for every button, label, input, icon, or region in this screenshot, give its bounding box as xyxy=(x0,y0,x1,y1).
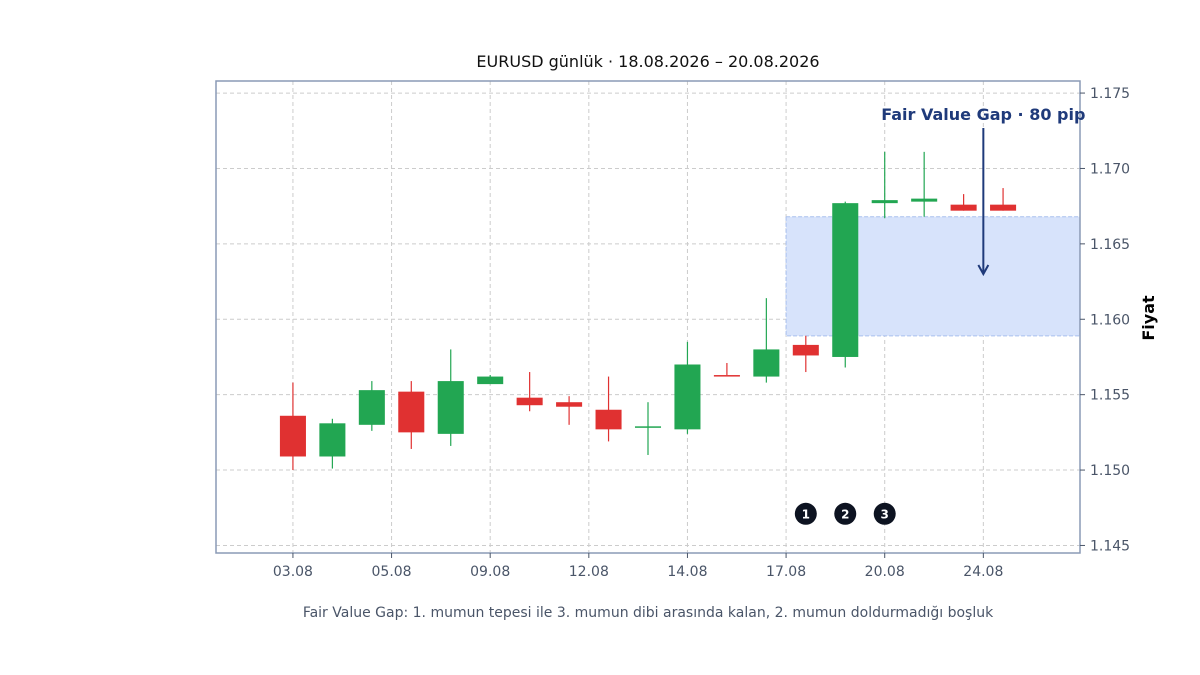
x-tick-label: 17.08 xyxy=(766,564,806,580)
candle-body-down xyxy=(713,375,740,377)
chart-title: EURUSD günlük · 18.08.2026 – 20.08.2026 xyxy=(476,52,819,71)
candle-body-down xyxy=(516,397,543,406)
candle-body-up xyxy=(358,390,385,425)
candle-body-down xyxy=(595,409,622,430)
markers-layer: 1 2 3 xyxy=(794,502,896,525)
annotation-layer: Fair Value Gap · 80 pip xyxy=(881,105,1085,277)
y-tick-label: 1.170 xyxy=(1090,161,1130,177)
annotation-text: Fair Value Gap · 80 pip xyxy=(881,105,1085,124)
candle-body-down xyxy=(950,204,977,211)
y-tick-label: 1.165 xyxy=(1090,237,1130,253)
tick-labels: 1.145 1.150 1.155 1.160 1.165 1.170 1.175 03.08… xyxy=(273,86,1130,580)
candle-body-down xyxy=(792,344,819,356)
candle-body-up xyxy=(911,198,938,202)
candle-body-up xyxy=(437,381,464,434)
candle-body-down xyxy=(398,391,425,433)
fvg-zone-layer xyxy=(785,216,1081,337)
candle-marker xyxy=(873,502,896,525)
x-tick-label: 12.08 xyxy=(569,564,609,580)
candle-body-up xyxy=(832,203,859,357)
y-axis-label: Fiyat xyxy=(1139,295,1158,341)
x-tick-label: 09.08 xyxy=(470,564,510,580)
candle-body-down xyxy=(556,402,583,407)
x-tick-label: 24.08 xyxy=(963,564,1003,580)
candle-body-up xyxy=(753,349,780,377)
candle-body-up xyxy=(319,423,346,457)
y-tick-label: 1.175 xyxy=(1090,86,1130,102)
candle-body-down xyxy=(279,415,306,457)
candle-marker xyxy=(834,502,857,525)
candle-body-up xyxy=(674,364,701,430)
y-tick-label: 1.145 xyxy=(1090,538,1130,554)
y-tick-label: 1.150 xyxy=(1090,463,1130,479)
x-tick-label: 05.08 xyxy=(372,564,412,580)
candle-marker xyxy=(794,502,817,525)
annotation-arrow-head xyxy=(977,264,990,277)
candle-marker-label: 2 xyxy=(841,507,849,521)
candle-body-up xyxy=(477,376,504,385)
x-tick-label: 20.08 xyxy=(865,564,905,580)
x-tick-label: 03.08 xyxy=(273,564,313,580)
y-tick-label: 1.155 xyxy=(1090,388,1130,404)
fvg-zone xyxy=(785,216,1081,337)
y-tick-label: 1.160 xyxy=(1090,312,1130,328)
chart-caption: Fair Value Gap: 1. mumun tepesi ile 3. m… xyxy=(303,605,994,621)
plot-frame xyxy=(215,80,1081,554)
candles-layer xyxy=(279,151,1017,471)
candle-body-up xyxy=(871,200,898,204)
x-tick-label: 14.08 xyxy=(667,564,707,580)
candle-body-down xyxy=(990,204,1017,211)
candle-body-up xyxy=(634,426,662,428)
candle-marker-label: 3 xyxy=(881,507,889,521)
candle-marker-label: 1 xyxy=(802,507,810,521)
